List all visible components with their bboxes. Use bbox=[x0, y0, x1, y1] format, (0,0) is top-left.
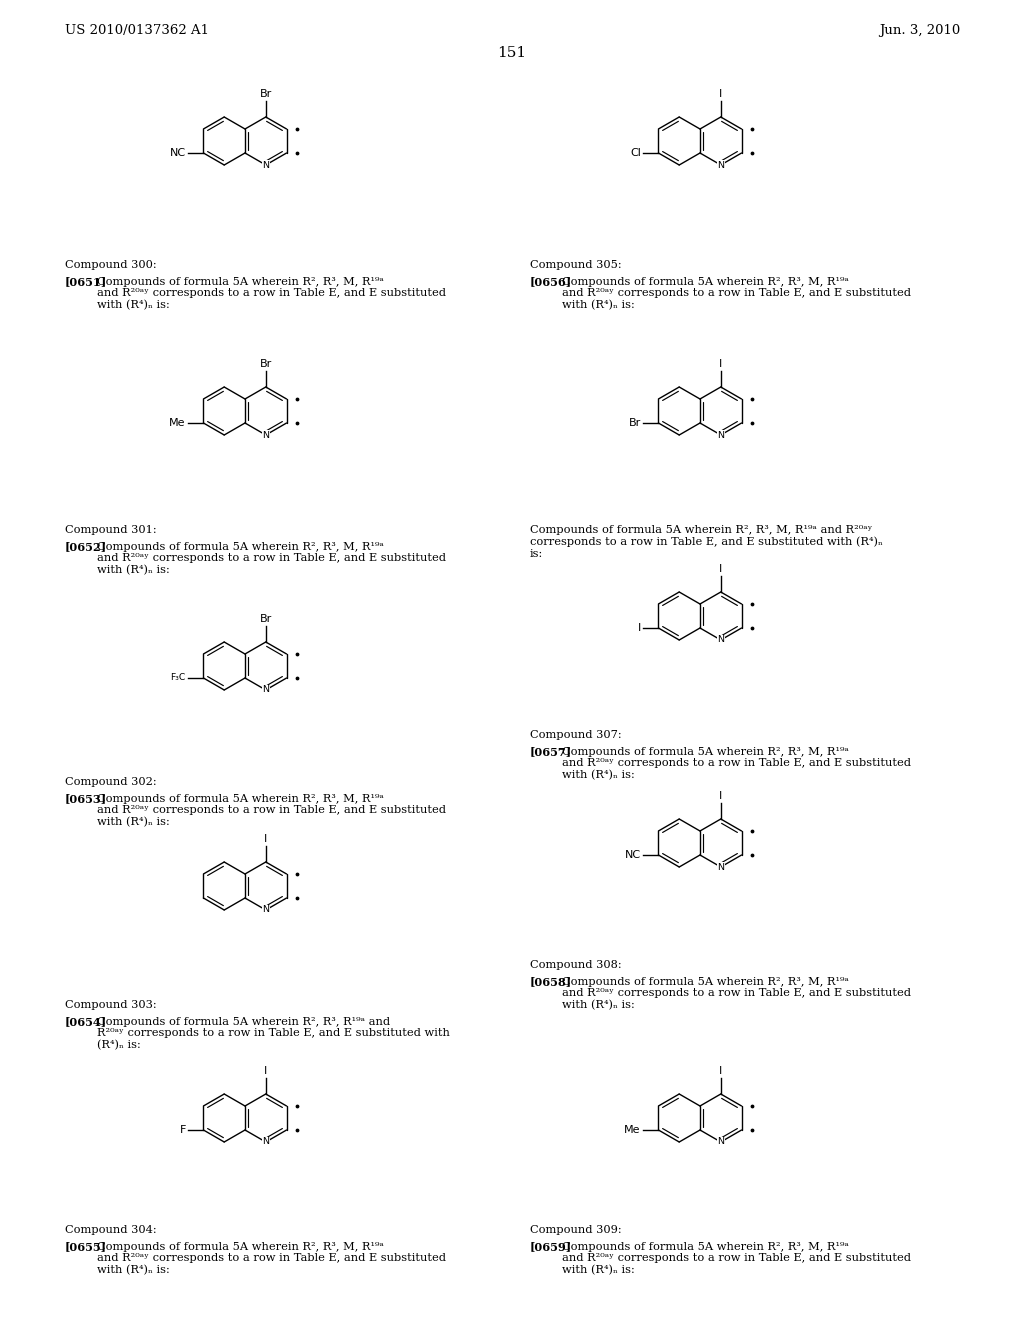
Text: Compound 309:: Compound 309: bbox=[530, 1225, 622, 1236]
Text: Compound 304:: Compound 304: bbox=[65, 1225, 157, 1236]
Text: Br: Br bbox=[260, 359, 272, 370]
Text: Compounds of formula 5A wherein R², R³, M, R¹⁹ᵃ
and R²⁰ᵃʸ corresponds to a row i: Compounds of formula 5A wherein R², R³, … bbox=[97, 793, 446, 828]
Text: [0656]: [0656] bbox=[530, 276, 572, 288]
Text: Compounds of formula 5A wherein R², R³, R¹⁹ᵃ and
R²⁰ᵃʸ corresponds to a row in T: Compounds of formula 5A wherein R², R³, … bbox=[97, 1016, 450, 1051]
Text: Me: Me bbox=[625, 1125, 641, 1135]
Text: I: I bbox=[264, 1067, 267, 1076]
Text: [0657]: [0657] bbox=[530, 747, 572, 758]
Text: N: N bbox=[262, 685, 269, 694]
Text: F₃C: F₃C bbox=[171, 673, 185, 682]
Text: N: N bbox=[717, 1138, 724, 1147]
Text: [0658]: [0658] bbox=[530, 977, 572, 987]
Text: Br: Br bbox=[260, 90, 272, 99]
Text: Compound 305:: Compound 305: bbox=[530, 260, 622, 271]
Text: N: N bbox=[262, 906, 269, 915]
Text: N: N bbox=[717, 862, 724, 871]
Text: I: I bbox=[719, 1067, 722, 1076]
Text: N: N bbox=[262, 1138, 269, 1147]
Text: Compounds of formula 5A wherein R², R³, M, R¹⁹ᵃ
and R²⁰ᵃʸ corresponds to a row i: Compounds of formula 5A wherein R², R³, … bbox=[562, 747, 911, 780]
Text: Me: Me bbox=[169, 418, 185, 428]
Text: Compound 307:: Compound 307: bbox=[530, 730, 622, 741]
Text: Br: Br bbox=[629, 418, 641, 428]
Text: Cl: Cl bbox=[630, 148, 641, 158]
Text: Compounds of formula 5A wherein R², R³, M, R¹⁹ᵃ and R²⁰ᵃʸ
corresponds to a row i: Compounds of formula 5A wherein R², R³, … bbox=[530, 525, 883, 558]
Text: [0655]: [0655] bbox=[65, 1242, 106, 1253]
Text: I: I bbox=[719, 359, 722, 370]
Text: N: N bbox=[717, 430, 724, 440]
Text: I: I bbox=[638, 623, 641, 634]
Text: N: N bbox=[717, 161, 724, 169]
Text: Jun. 3, 2010: Jun. 3, 2010 bbox=[879, 24, 961, 37]
Text: Compound 300:: Compound 300: bbox=[65, 260, 157, 271]
Text: Compound 308:: Compound 308: bbox=[530, 960, 622, 970]
Text: Compounds of formula 5A wherein R², R³, M, R¹⁹ᵃ
and R²⁰ᵃʸ corresponds to a row i: Compounds of formula 5A wherein R², R³, … bbox=[97, 276, 446, 310]
Text: N: N bbox=[717, 635, 724, 644]
Text: [0654]: [0654] bbox=[65, 1016, 108, 1027]
Text: US 2010/0137362 A1: US 2010/0137362 A1 bbox=[65, 24, 209, 37]
Text: Compounds of formula 5A wherein R², R³, M, R¹⁹ᵃ
and R²⁰ᵃʸ corresponds to a row i: Compounds of formula 5A wherein R², R³, … bbox=[562, 1242, 911, 1275]
Text: Compound 302:: Compound 302: bbox=[65, 777, 157, 787]
Text: Br: Br bbox=[260, 614, 272, 624]
Text: I: I bbox=[719, 792, 722, 801]
Text: I: I bbox=[719, 90, 722, 99]
Text: N: N bbox=[262, 430, 269, 440]
Text: NC: NC bbox=[625, 850, 641, 861]
Text: F: F bbox=[179, 1125, 185, 1135]
Text: Compound 303:: Compound 303: bbox=[65, 1001, 157, 1010]
Text: I: I bbox=[264, 834, 267, 845]
Text: [0653]: [0653] bbox=[65, 793, 108, 804]
Text: 151: 151 bbox=[498, 46, 526, 59]
Text: N: N bbox=[262, 161, 269, 169]
Text: [0651]: [0651] bbox=[65, 276, 108, 288]
Text: I: I bbox=[719, 565, 722, 574]
Text: Compounds of formula 5A wherein R², R³, M, R¹⁹ᵃ
and R²⁰ᵃʸ corresponds to a row i: Compounds of formula 5A wherein R², R³, … bbox=[97, 541, 446, 576]
Text: [0652]: [0652] bbox=[65, 541, 108, 553]
Text: Compound 301:: Compound 301: bbox=[65, 525, 157, 535]
Text: Compounds of formula 5A wherein R², R³, M, R¹⁹ᵃ
and R²⁰ᵃʸ corresponds to a row i: Compounds of formula 5A wherein R², R³, … bbox=[97, 1242, 446, 1275]
Text: [0659]: [0659] bbox=[530, 1242, 572, 1253]
Text: Compounds of formula 5A wherein R², R³, M, R¹⁹ᵃ
and R²⁰ᵃʸ corresponds to a row i: Compounds of formula 5A wherein R², R³, … bbox=[562, 977, 911, 1010]
Text: Compounds of formula 5A wherein R², R³, M, R¹⁹ᵃ
and R²⁰ᵃʸ corresponds to a row i: Compounds of formula 5A wherein R², R³, … bbox=[562, 276, 911, 310]
Text: NC: NC bbox=[170, 148, 185, 158]
